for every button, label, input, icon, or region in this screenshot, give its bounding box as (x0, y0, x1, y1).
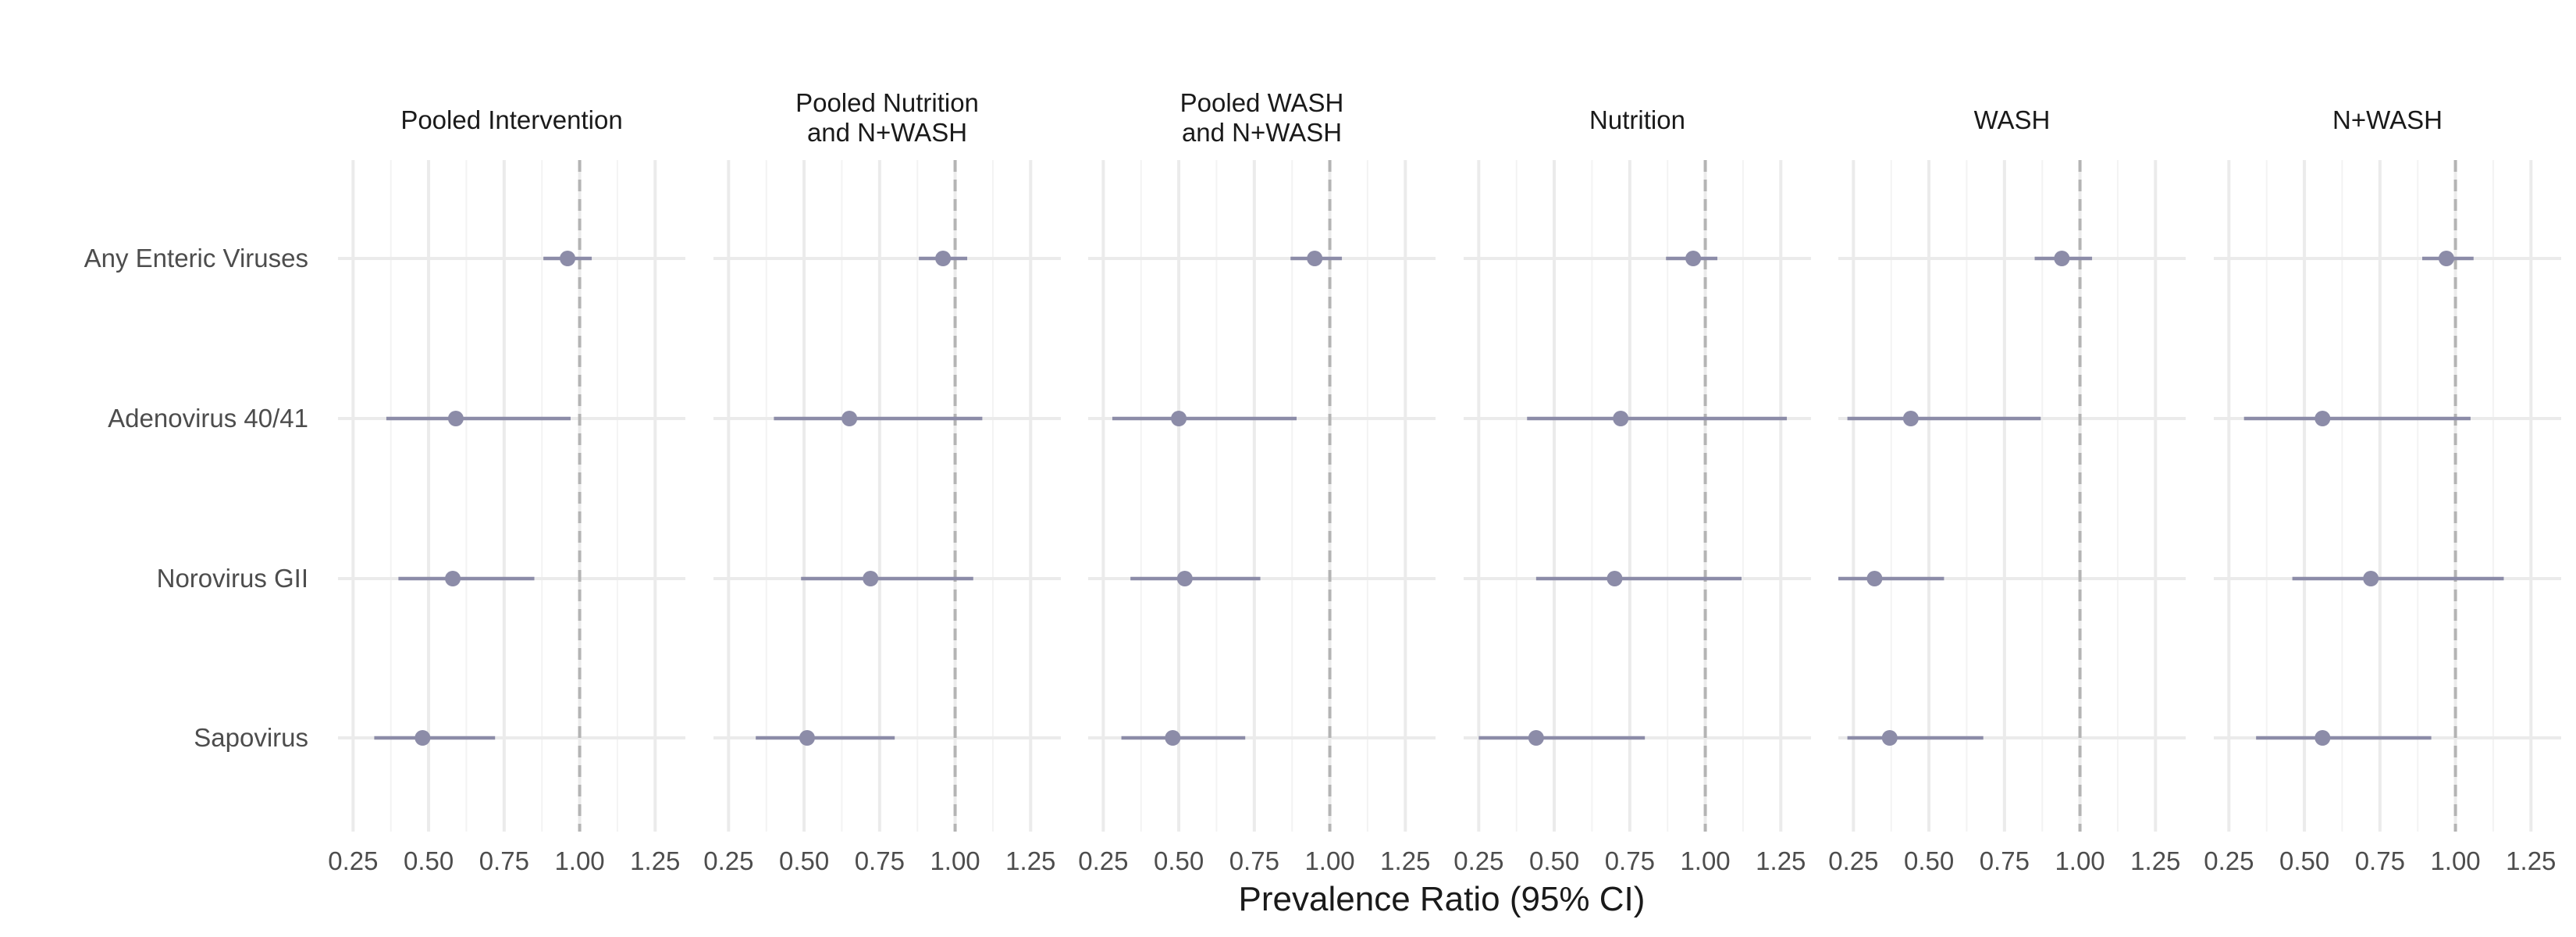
x-tick-label: 1.00 (2430, 846, 2480, 875)
x-tick-label: 1.00 (554, 846, 604, 875)
point-estimate (1171, 411, 1187, 426)
x-tick-label: 0.75 (1980, 846, 2030, 875)
facet-title: Pooled Intervention (400, 105, 622, 134)
facet-panel: Pooled Intervention 0.25 0.50 0.75 1.00 1.25 (328, 105, 685, 875)
y-axis-labels: Any Enteric Viruses Adenovirus 40/41 Norov… (84, 244, 308, 752)
facet-title: N+WASH (2332, 105, 2443, 134)
y-tick-label: Norovirus GII (157, 564, 308, 593)
point-estimate (445, 571, 461, 586)
point-estimate (447, 411, 464, 426)
point-estimate (2054, 251, 2070, 266)
point-estimate (1613, 411, 1629, 426)
x-tick-label: 0.25 (1828, 846, 1878, 875)
x-tick-label: 1.00 (930, 846, 980, 875)
point-estimate (863, 571, 879, 586)
facet-title: WASH (1974, 105, 2051, 134)
point-estimate (1606, 571, 1623, 586)
x-tick-label: 0.50 (2279, 846, 2329, 875)
x-tick-label: 0.25 (328, 846, 378, 875)
point-estimate (1881, 730, 1898, 746)
x-tick-label: 1.00 (2055, 846, 2105, 875)
x-tick-label: 0.75 (479, 846, 529, 875)
x-tick-label: 1.25 (2506, 846, 2556, 875)
x-tick-label: 0.50 (1904, 846, 1954, 875)
facet-title: and N+WASH (1182, 118, 1342, 147)
point-estimate (2438, 251, 2454, 266)
point-estimate (1176, 571, 1193, 586)
point-estimate (799, 730, 815, 746)
x-tick-label: 1.00 (1680, 846, 1730, 875)
y-tick-label: Sapovirus (194, 723, 308, 752)
x-tick-label: 0.50 (404, 846, 454, 875)
point-estimate (1528, 730, 1544, 746)
x-tick-label: 1.25 (1005, 846, 1055, 875)
y-tick-label: Adenovirus 40/41 (108, 404, 308, 433)
point-estimate (1165, 730, 1181, 746)
facet-title: and N+WASH (807, 118, 967, 147)
facet-title: Nutrition (1589, 105, 1685, 134)
x-tick-label: 0.50 (1529, 846, 1579, 875)
point-estimate (2314, 730, 2331, 746)
point-estimate (415, 730, 431, 746)
point-estimate (2363, 571, 2379, 586)
facet-title: Pooled Nutrition (795, 88, 979, 117)
x-tick-label: 1.25 (1380, 846, 1430, 875)
point-estimate (1685, 251, 1702, 266)
x-tick-label: 0.75 (1605, 846, 1655, 875)
x-tick-label: 0.25 (703, 846, 753, 875)
x-tick-label: 0.75 (1229, 846, 1279, 875)
point-estimate (1902, 411, 1919, 426)
facet-panel: Nutrition 0.25 0.50 0.75 1.00 1.25 (1453, 105, 1811, 875)
x-tick-label: 0.50 (779, 846, 829, 875)
x-tick-label: 0.75 (855, 846, 905, 875)
x-tick-label: 1.25 (630, 846, 680, 875)
x-tick-label: 1.25 (2130, 846, 2180, 875)
facet-panel: WASH 0.25 0.50 0.75 1.00 1.25 (1828, 105, 2186, 875)
point-estimate (935, 251, 952, 266)
x-tick-label: 1.25 (1756, 846, 1806, 875)
y-tick-label: Any Enteric Viruses (84, 244, 308, 273)
x-tick-label: 1.00 (1304, 846, 1354, 875)
point-estimate (560, 251, 576, 266)
x-axis-title: Prevalence Ratio (95% CI) (1239, 880, 1646, 918)
point-estimate (1307, 251, 1323, 266)
x-tick-label: 0.25 (1453, 846, 1503, 875)
x-tick-label: 0.75 (2355, 846, 2405, 875)
facet-title: Pooled WASH (1180, 88, 1344, 117)
facet-panel: N+WASH 0.25 0.50 0.75 1.00 1.25 (2204, 105, 2561, 875)
x-tick-label: 0.50 (1154, 846, 1204, 875)
point-estimate (1866, 571, 1883, 586)
point-estimate (2314, 411, 2331, 426)
x-tick-label: 0.25 (1078, 846, 1128, 875)
point-estimate (841, 411, 858, 426)
x-tick-label: 0.25 (2204, 846, 2254, 875)
